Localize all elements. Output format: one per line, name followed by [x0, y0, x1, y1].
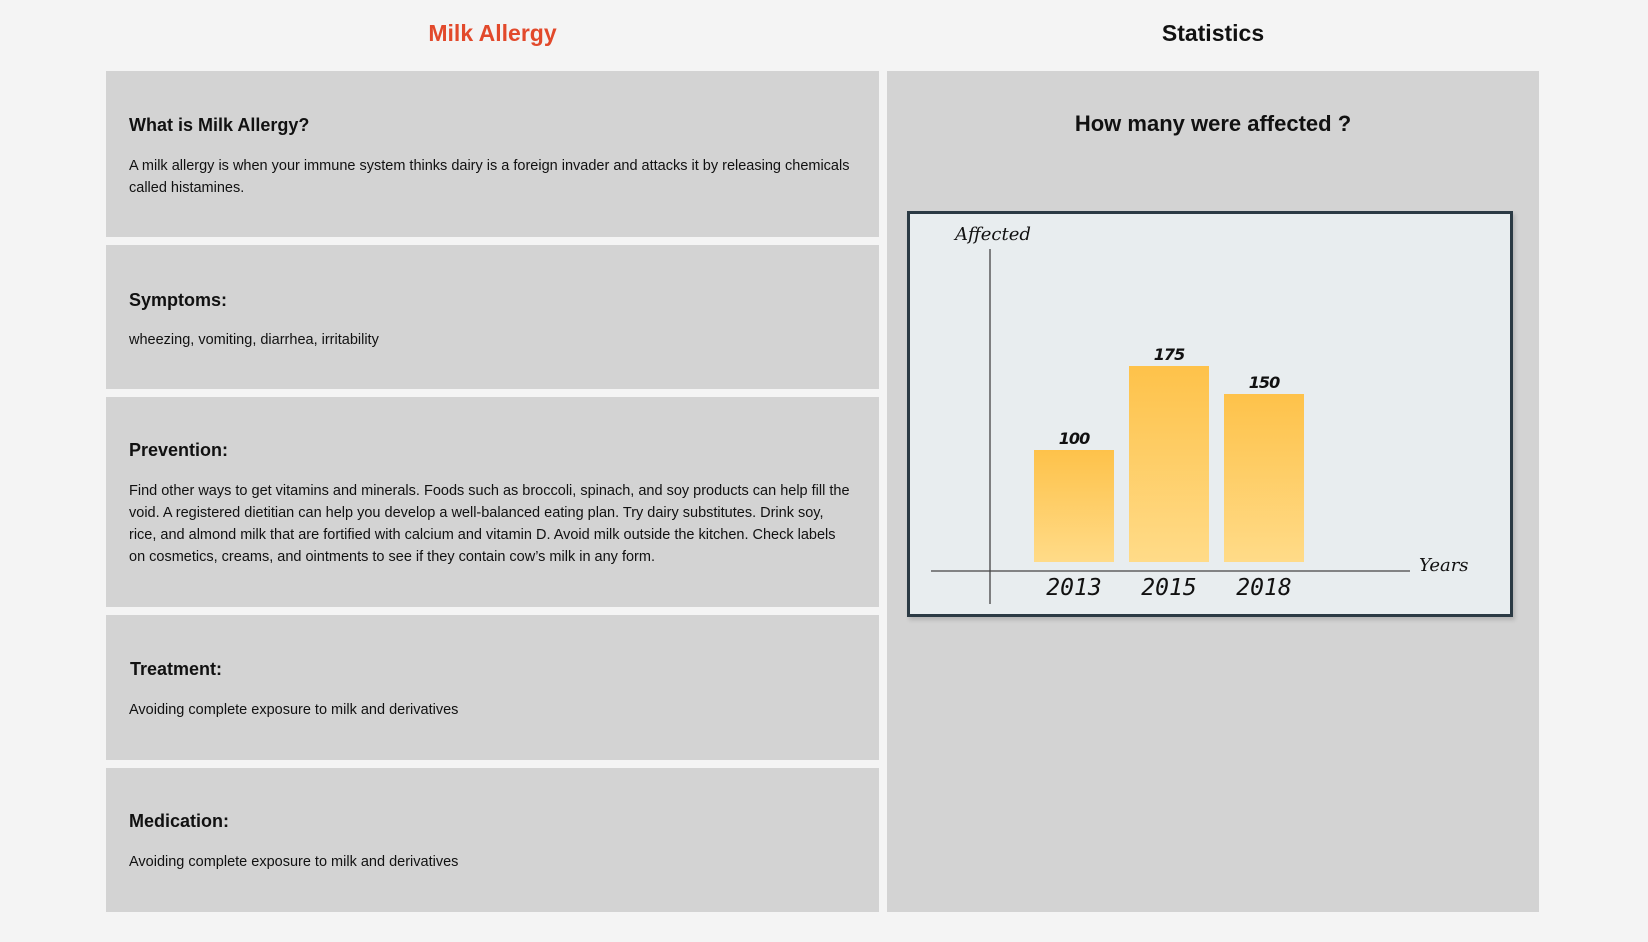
- chart-question: How many were affected ?: [1074, 111, 1352, 136]
- treatment-card: Treatment: Avoiding complete exposure to…: [106, 615, 879, 760]
- symptoms-heading: Symptoms:: [129, 290, 228, 310]
- medication-heading: Medication:: [129, 811, 230, 831]
- prevention-text: Find other ways to get vitamins and mine…: [129, 483, 850, 565]
- treatment-heading: Treatment:: [130, 659, 223, 679]
- x-axis-label: Years: [1419, 555, 1469, 576]
- what-is-text: A milk allergy is when your immune syste…: [129, 158, 850, 196]
- statistics-title: Statistics: [1161, 20, 1265, 46]
- bar-value-label: 150: [1249, 373, 1280, 392]
- what-is-heading: What is Milk Allergy?: [129, 115, 310, 135]
- treatment-text: Avoiding complete exposure to milk and d…: [129, 702, 459, 718]
- symptoms-text: wheezing, vomiting, diarrhea, irritabili…: [129, 332, 379, 348]
- bar-2013: [1034, 450, 1114, 562]
- bar-2015: [1129, 366, 1209, 562]
- milk-allergy-title: Milk Allergy: [428, 20, 557, 46]
- bar-chart: Affected Years 100 2013 175 2015 150 2018: [907, 211, 1513, 617]
- statistics-panel: How many were affected ? Affected Years 10…: [887, 71, 1539, 912]
- prevention-heading: Prevention:: [129, 440, 229, 460]
- what-is-card: What is Milk Allergy? A milk allergy is …: [106, 71, 879, 237]
- bar-value-label: 100: [1059, 429, 1090, 448]
- x-tick-label: 2018: [1236, 575, 1291, 601]
- bar-2018: [1224, 394, 1304, 562]
- medication-text: Avoiding complete exposure to milk and d…: [129, 854, 459, 870]
- x-tick-label: 2015: [1141, 575, 1196, 601]
- bar-value-label: 175: [1154, 345, 1185, 364]
- y-axis-label: Affected: [953, 224, 1031, 245]
- bar-chart-svg: Affected Years 100 2013 175 2015 150 2018: [931, 224, 1469, 604]
- prevention-card: Prevention: Find other ways to get vitam…: [106, 397, 879, 607]
- medication-card: Medication: Avoiding complete exposure t…: [106, 768, 879, 912]
- symptoms-card: Symptoms: wheezing, vomiting, diarrhea, …: [106, 245, 879, 389]
- x-tick-label: 2013: [1046, 575, 1101, 601]
